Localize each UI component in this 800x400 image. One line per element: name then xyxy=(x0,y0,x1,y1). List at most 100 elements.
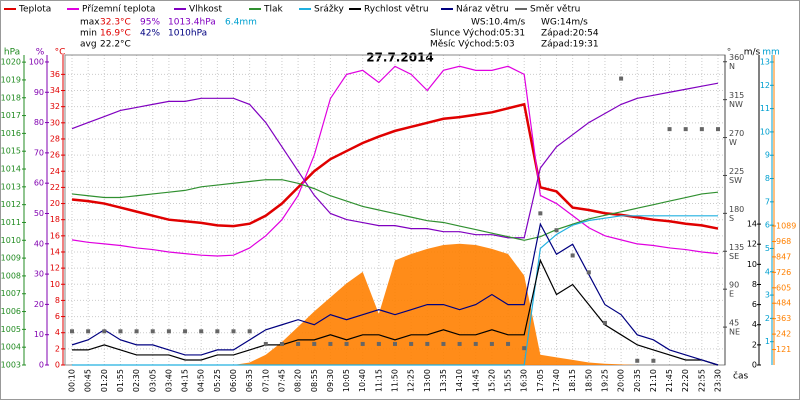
series-line xyxy=(71,82,719,239)
tick-label: 1013 xyxy=(1,182,21,191)
tick-label: 135 xyxy=(729,243,744,252)
stat-value: 42% xyxy=(140,29,160,39)
tick-label: 1007 xyxy=(1,289,21,298)
tick-label: 1 xyxy=(765,337,770,346)
direction-dot xyxy=(651,358,656,363)
axis-unit: m/s xyxy=(744,48,761,58)
x-tick-label: 03:40 xyxy=(164,369,173,392)
legend-label: Přízemní teplota xyxy=(82,5,155,15)
x-tick-label: 04:15 xyxy=(181,369,190,392)
x-tick-label: 06:35 xyxy=(245,369,254,392)
stat-value: 16.9°C xyxy=(100,29,131,39)
tick-label: 70 xyxy=(34,148,44,157)
x-tick-label: 19:25 xyxy=(600,369,609,392)
tick-label: 10 xyxy=(50,280,60,289)
direction-dot xyxy=(473,341,478,346)
series-line xyxy=(71,179,719,241)
tick-label: 1010 xyxy=(1,236,21,245)
info-text: Slunce Východ:05:31 xyxy=(430,29,525,39)
x-tick-label: 11:15 xyxy=(374,369,383,392)
tick-label: 1018 xyxy=(1,93,21,102)
x-tick-label: 07:10 xyxy=(261,369,270,392)
x-tick-label: 06:00 xyxy=(229,369,238,392)
x-tick-label: 13:35 xyxy=(439,369,448,392)
info-text: WS:10.4m/s xyxy=(471,18,525,28)
direction-dot xyxy=(199,329,204,334)
tick-label: 2 xyxy=(765,314,770,323)
chart-title: 27.7.2014 xyxy=(366,51,434,65)
tick-label: 10 xyxy=(747,260,757,269)
tick-label: 30 xyxy=(50,118,60,127)
direction-dot xyxy=(360,341,365,346)
tick-label: 968 xyxy=(776,237,791,246)
direction-dot xyxy=(393,341,397,346)
direction-dot xyxy=(635,358,640,363)
direction-dot xyxy=(312,341,317,346)
tick-label: 6 xyxy=(752,300,757,309)
tick-label: 1012 xyxy=(1,200,21,209)
x-tick-label: 11:50 xyxy=(391,369,400,392)
direction-dot xyxy=(602,320,607,325)
tick-label: 40 xyxy=(34,239,44,248)
tick-label: 20 xyxy=(50,199,60,208)
x-tick-label: 16:30 xyxy=(520,369,529,392)
legend-label: Tlak xyxy=(263,5,284,15)
tick-label: 10 xyxy=(34,330,44,339)
x-tick-label: 20:35 xyxy=(633,369,642,392)
tick-label: 10 xyxy=(760,127,770,136)
tick-label: 4 xyxy=(765,267,770,276)
x-tick-label: 13:00 xyxy=(423,369,432,392)
tick-label: 9 xyxy=(765,151,770,160)
tick-label: 28 xyxy=(50,134,60,143)
direction-dot xyxy=(279,341,284,346)
tick-label: 7 xyxy=(765,197,770,206)
x-tick-label: 10:05 xyxy=(342,369,351,392)
tick-label: 16 xyxy=(50,231,60,240)
x-tick-label: 12:25 xyxy=(407,369,416,392)
tick-label: 605 xyxy=(776,283,791,292)
tick-label: 1020 xyxy=(1,58,21,67)
direction-dot xyxy=(409,341,414,346)
tick-label: 100 xyxy=(29,57,44,66)
tick-label: 1004 xyxy=(1,343,21,352)
stat-label: max xyxy=(80,18,100,28)
tick-label: 12 xyxy=(50,264,60,273)
direction-dot xyxy=(554,228,559,233)
tick-label: 1006 xyxy=(1,307,21,316)
series-line xyxy=(72,215,718,366)
tick-label: 1015 xyxy=(1,147,21,156)
direction-dot xyxy=(667,127,672,132)
axis-unit: hPa xyxy=(4,48,20,58)
tick-label: 8 xyxy=(752,280,757,289)
tick-label: 12 xyxy=(747,240,757,249)
axis-unit: °C xyxy=(55,48,66,58)
legend-label: Směr větru xyxy=(530,5,580,15)
tick-label: 4 xyxy=(752,320,757,329)
tick-label: 1089 xyxy=(776,222,796,231)
tick-label: 1016 xyxy=(1,129,21,138)
tick-label: 30 xyxy=(34,270,44,279)
tick-label: 22 xyxy=(50,183,60,192)
tick-label: 726 xyxy=(776,268,791,277)
tick-label: 32 xyxy=(50,102,60,111)
direction-dot xyxy=(86,329,91,334)
x-axis-label: čas xyxy=(733,371,748,382)
direction-dot xyxy=(506,341,511,346)
direction-dot xyxy=(70,329,74,334)
tick-label: 14 xyxy=(50,247,60,256)
tick-label: 34 xyxy=(50,86,60,95)
tick-label: 180 xyxy=(729,205,744,214)
tick-label: 360 xyxy=(729,53,744,62)
direction-dot xyxy=(328,341,333,346)
axis-unit: ° xyxy=(727,48,732,58)
x-tick-label: 04:50 xyxy=(197,369,206,392)
x-tick-label: 05:25 xyxy=(213,369,222,392)
tick-label: 18 xyxy=(50,215,60,224)
tick-label: SE xyxy=(729,252,739,261)
series-line xyxy=(71,222,719,366)
info-text: WG:14m/s xyxy=(541,18,588,28)
direction-dot xyxy=(538,211,543,216)
tick-label: 1017 xyxy=(1,111,21,120)
direction-dot xyxy=(263,341,268,346)
direction-dot xyxy=(247,329,252,334)
